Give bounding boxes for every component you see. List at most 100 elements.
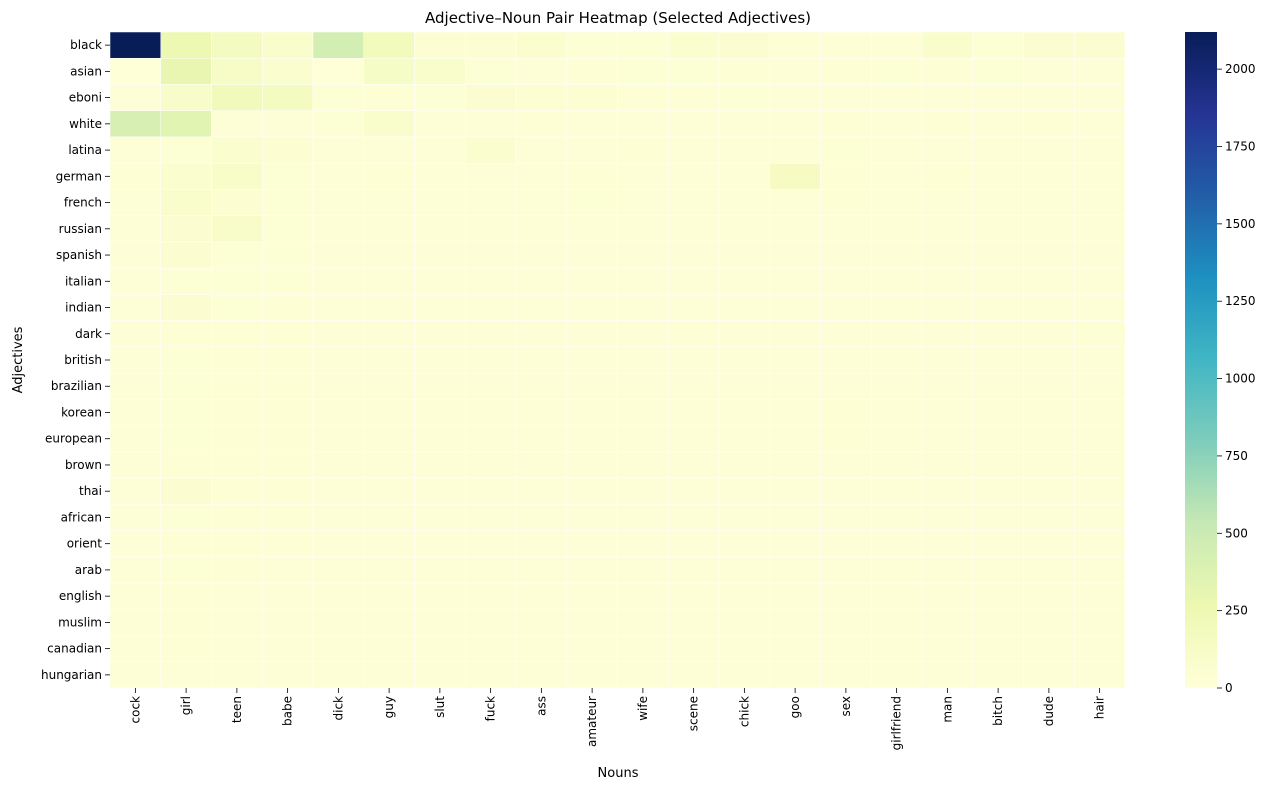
heatmap-cell-french-chick <box>718 189 770 216</box>
heatmap-cell-brown-ass <box>515 451 567 479</box>
heatmap-cell-african-girlfriend <box>871 504 923 531</box>
heatmap-cell-dark-chick <box>718 320 770 348</box>
heatmap-cell-brown-hair <box>1074 451 1126 479</box>
heatmap-cell-african-chick <box>718 504 770 531</box>
heatmap-cell-italian-man <box>921 267 973 295</box>
heatmap-cell-eboni-teen <box>211 84 263 111</box>
heatmap-cell-italian-guy <box>363 267 415 295</box>
heatmap-cell-brazilian-fuck <box>465 372 517 400</box>
x-axis-label: Nouns <box>598 766 639 781</box>
heatmap-cell-indian-girlfriend <box>871 294 923 321</box>
heatmap-cell-dark-hair <box>1074 320 1126 348</box>
heatmap-cell-indian-slut <box>414 294 466 321</box>
heatmap-cell-latina-wife <box>617 136 669 164</box>
heatmap-cell-asian-hair <box>1074 57 1126 85</box>
heatmap-cell-latina-cock <box>109 136 161 164</box>
heatmap-cell-indian-wife <box>617 294 669 321</box>
heatmap-cell-european-wife <box>617 425 669 453</box>
heatmap-cell-asian-wife <box>617 57 669 85</box>
heatmap-cell-english-girlfriend <box>871 582 923 610</box>
y-tick-label: russian <box>59 222 102 236</box>
heatmap-cell-french-sex <box>820 189 872 216</box>
heatmap-cell-thai-dude <box>1023 477 1075 505</box>
heatmap-cell-hungarian-teen <box>211 661 263 689</box>
heatmap-cell-black-sex <box>820 31 872 59</box>
heatmap-cell-canadian-goo <box>769 635 821 663</box>
heatmap-cell-arab-guy <box>363 556 415 584</box>
heatmap-cell-canadian-fuck <box>465 635 517 663</box>
y-tick-label: arab <box>75 563 102 577</box>
heatmap-cell-italian-girl <box>160 267 212 295</box>
heatmap-cell-french-girl <box>160 189 212 216</box>
heatmap-cell-canadian-amateur <box>566 635 618 663</box>
heatmap-cell-orient-bitch <box>972 530 1024 558</box>
y-tick-label: asian <box>70 64 102 78</box>
heatmap-cell-thai-ass <box>515 477 567 505</box>
heatmap-cell-muslim-teen <box>211 609 263 636</box>
heatmap-cell-white-wife <box>617 110 669 138</box>
heatmap-cell-french-teen <box>211 189 263 216</box>
heatmap-cell-european-dude <box>1023 425 1075 453</box>
heatmap-cell-hungarian-goo <box>769 661 821 689</box>
heatmap-cell-orient-babe <box>262 530 314 558</box>
chart-title: Adjective–Noun Pair Heatmap (Selected Ad… <box>425 9 811 27</box>
heatmap-cell-indian-guy <box>363 294 415 321</box>
heatmap-cell-eboni-sex <box>820 84 872 111</box>
heatmap-cell-british-wife <box>617 346 669 374</box>
heatmap-cell-english-amateur <box>566 582 618 610</box>
heatmap-cell-brazilian-girl <box>160 372 212 400</box>
heatmap-cell-arab-chick <box>718 556 770 584</box>
heatmap-cell-muslim-fuck <box>465 609 517 636</box>
heatmap-cell-latina-guy <box>363 136 415 164</box>
heatmap-cell-arab-bitch <box>972 556 1024 584</box>
colorbar-tick-label: 1500 <box>1225 217 1256 231</box>
heatmap-cell-black-goo <box>769 31 821 59</box>
heatmap-cell-hungarian-girlfriend <box>871 661 923 689</box>
heatmap-cell-brown-wife <box>617 451 669 479</box>
y-tick-label: indian <box>65 301 102 315</box>
heatmap-cell-eboni-hair <box>1074 84 1126 111</box>
x-tick-label: goo <box>788 696 802 718</box>
heatmap-cell-dark-dick <box>312 320 364 348</box>
x-tick-label: bitch <box>991 696 1005 726</box>
heatmap-cell-muslim-girl <box>160 609 212 636</box>
heatmap-cell-english-babe <box>262 582 314 610</box>
heatmap-cell-english-goo <box>769 582 821 610</box>
heatmap-cell-korean-dick <box>312 399 364 426</box>
heatmap-cell-korean-wife <box>617 399 669 426</box>
heatmap-cell-italian-sex <box>820 267 872 295</box>
heatmap-cell-eboni-girl <box>160 84 212 111</box>
heatmap-cell-german-girl <box>160 162 212 190</box>
heatmap-cell-russian-chick <box>718 215 770 243</box>
y-tick-label: dark <box>75 327 102 341</box>
heatmap-cell-eboni-dick <box>312 84 364 111</box>
heatmap-cell-spanish-wife <box>617 241 669 269</box>
heatmap-cell-english-scene <box>668 582 720 610</box>
heatmap-cell-brown-girlfriend <box>871 451 923 479</box>
x-tick-label: dude <box>1042 696 1056 726</box>
heatmap-cell-korean-scene <box>668 399 720 426</box>
heatmap-cell-british-sex <box>820 346 872 374</box>
heatmap-cell-russian-goo <box>769 215 821 243</box>
heatmap-cell-thai-dick <box>312 477 364 505</box>
heatmap-cell-muslim-goo <box>769 609 821 636</box>
heatmap-cell-english-ass <box>515 582 567 610</box>
heatmap-cell-hungarian-cock <box>109 661 161 689</box>
heatmap-cell-european-goo <box>769 425 821 453</box>
heatmap-cell-hungarian-bitch <box>972 661 1024 689</box>
heatmap-cell-english-hair <box>1074 582 1126 610</box>
heatmap-cell-russian-babe <box>262 215 314 243</box>
heatmap-cell-dark-sex <box>820 320 872 348</box>
heatmap-cell-brazilian-bitch <box>972 372 1024 400</box>
heatmap-cell-italian-dick <box>312 267 364 295</box>
heatmap-cell-eboni-wife <box>617 84 669 111</box>
heatmap-cell-arab-cock <box>109 556 161 584</box>
heatmap-cell-german-dick <box>312 162 364 190</box>
heatmap-cell-spanish-cock <box>109 241 161 269</box>
heatmap-cell-spanish-dude <box>1023 241 1075 269</box>
x-tick-label: chick <box>737 696 751 727</box>
heatmap-cell-german-dude <box>1023 162 1075 190</box>
heatmap-cell-eboni-scene <box>668 84 720 111</box>
heatmap-cell-latina-chick <box>718 136 770 164</box>
heatmap-cell-black-dude <box>1023 31 1075 59</box>
